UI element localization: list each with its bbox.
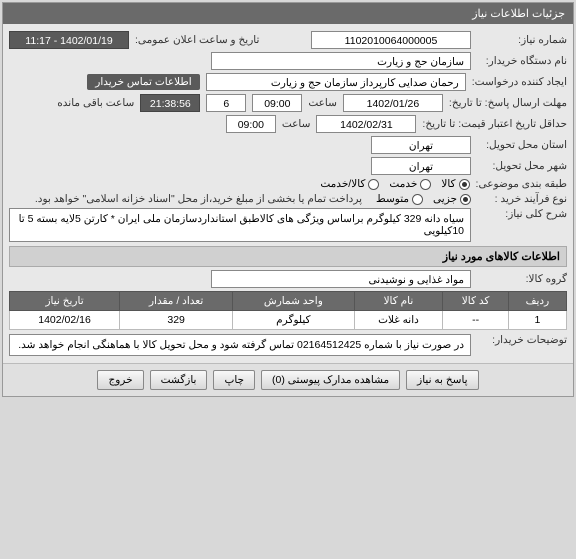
buyer-label: نام دستگاه خریدار: — [477, 55, 567, 67]
th-qty: تعداد / مقدار — [120, 292, 233, 311]
process-radio-group: جزیی متوسط — [376, 193, 471, 205]
valid-label: حداقل تاریخ اعتبار قیمت: تا تاریخ: — [422, 118, 567, 130]
cell-qty: 329 — [120, 311, 233, 330]
buyer-note-label: توضیحات خریدار: — [477, 334, 567, 346]
city-del-field: تهران — [371, 157, 471, 175]
radio-both[interactable]: کالا/خدمت — [320, 178, 379, 190]
th-unit: واحد شمارش — [233, 292, 354, 311]
remaining-suffix: ساعت باقی مانده — [57, 97, 134, 109]
need-number-field: 1102010064000005 — [311, 31, 471, 49]
city-del-label: شهر محل تحویل: — [477, 160, 567, 172]
goods-table: ردیف کد کالا نام کالا واحد شمارش تعداد /… — [9, 291, 567, 330]
subject-cat-label: طبقه بندی موضوعی: — [476, 178, 567, 190]
radio-dot-icon — [420, 179, 431, 190]
announce-value: 1402/01/19 - 11:17 — [9, 31, 129, 49]
time-label-2: ساعت — [282, 118, 311, 130]
buyer-note-box: در صورت نیاز با شماره 02164512425 تماس گ… — [9, 334, 471, 356]
city-req-field: تهران — [371, 136, 471, 154]
desc-label: شرح کلی نیاز: — [477, 208, 567, 220]
cell-unit: کیلوگرم — [233, 311, 354, 330]
deadline-time: 09:00 — [252, 94, 302, 112]
need-number-label: شماره نیاز: — [477, 34, 567, 46]
button-bar: پاسخ به نیاز مشاهده مدارک پیوستی (0) چاپ… — [3, 363, 573, 396]
payment-note: پرداخت تمام یا بخشی از مبلغ خرید،از محل … — [35, 193, 362, 205]
time-label-1: ساعت — [308, 97, 337, 109]
radio-khedmat[interactable]: خدمت — [389, 178, 431, 190]
attachments-button[interactable]: مشاهده مدارک پیوستی (0) — [261, 370, 400, 390]
th-date: تاریخ نیاز — [10, 292, 120, 311]
th-name: نام کالا — [354, 292, 443, 311]
respond-button[interactable]: پاسخ به نیاز — [406, 370, 478, 390]
contact-info-button[interactable]: اطلاعات تماس خریدار — [87, 74, 199, 90]
deadline-date: 1402/01/26 — [343, 94, 443, 112]
remaining-time: 21:38:56 — [140, 94, 200, 112]
goods-group-field: مواد غذایی و نوشیدنی — [211, 270, 471, 288]
radio-dot-icon — [460, 194, 471, 205]
cell-row: 1 — [508, 311, 566, 330]
cell-code: -- — [443, 311, 508, 330]
cell-name: دانه غلات — [354, 311, 443, 330]
panel-title: جزئیات اطلاعات نیاز — [3, 3, 573, 24]
back-button[interactable]: بازگشت — [150, 370, 208, 390]
radio-minor[interactable]: جزیی — [433, 193, 471, 205]
subject-radio-group: کالا خدمت کالا/خدمت — [320, 178, 469, 190]
exit-button[interactable]: خروج — [97, 370, 143, 390]
cell-date: 1402/02/16 — [10, 311, 120, 330]
radio-medium[interactable]: متوسط — [376, 193, 423, 205]
process-label: نوع فرآیند خرید : — [477, 193, 567, 205]
city-req-label: استان محل تحویل: — [477, 139, 567, 151]
radio-dot-icon — [412, 194, 423, 205]
radio-kala[interactable]: کالا — [441, 178, 469, 190]
th-row: ردیف — [508, 292, 566, 311]
goods-section-header: اطلاعات کالاهای مورد نیاز — [9, 246, 567, 267]
print-button[interactable]: چاپ — [213, 370, 255, 390]
buyer-field: سازمان حج و زیارت — [211, 52, 471, 70]
deadline-label: مهلت ارسال پاسخ: تا تاریخ: — [449, 97, 567, 109]
announce-label: تاریخ و ساعت اعلان عمومی: — [135, 34, 259, 46]
table-row[interactable]: 1 -- دانه غلات کیلوگرم 329 1402/02/16 — [10, 311, 567, 330]
description-box: سیاه دانه 329 کیلوگرم براساس ویژگی های ک… — [9, 208, 471, 242]
requester-field: رحمان صدایی کارپرداز سازمان حج و زیارت — [206, 73, 466, 91]
radio-dot-icon — [459, 179, 470, 190]
valid-time: 09:00 — [226, 115, 276, 133]
radio-dot-icon — [368, 179, 379, 190]
th-code: کد کالا — [443, 292, 508, 311]
valid-date: 1402/02/31 — [316, 115, 416, 133]
days-field: 6 — [206, 94, 246, 112]
goods-group-label: گروه کالا: — [477, 273, 567, 285]
requester-label: ایجاد کننده درخواست: — [472, 76, 567, 88]
